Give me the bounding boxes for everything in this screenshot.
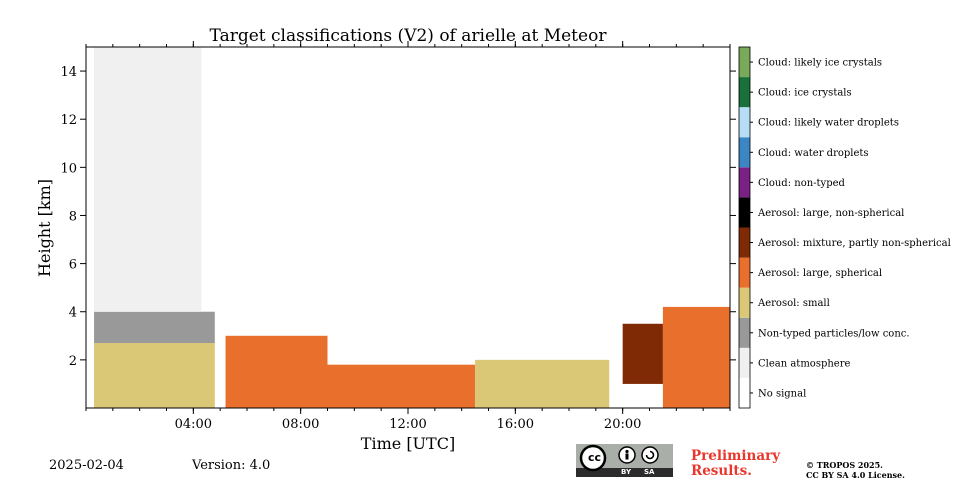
- classification-region: [475, 359, 610, 408]
- y-tick-label: 10: [60, 161, 77, 176]
- legend-label: Cloud: ice crystals: [758, 88, 852, 99]
- classification-region: [327, 364, 476, 408]
- version-label: Version: 4.0: [192, 458, 271, 473]
- legend-label: Aerosol: large, spherical: [757, 268, 882, 279]
- legend-label: Cloud: likely water droplets: [758, 118, 899, 129]
- legend-swatch: [739, 47, 750, 78]
- legend-swatch: [739, 347, 750, 378]
- copyright-notice: © TROPOS 2025. CC BY SA 4.0 License.: [806, 460, 905, 480]
- y-tick-label: 4: [69, 306, 77, 321]
- cc-badge-strip: [576, 468, 673, 477]
- cc-license-badge[interactable]: cc BY SA: [576, 444, 673, 477]
- cc-badge-icons: [579, 444, 659, 472]
- preliminary-line-1: Preliminary: [691, 448, 781, 464]
- x-tick-label: 16:00: [497, 417, 534, 432]
- y-axis-label: Height [km]: [35, 179, 54, 277]
- classification-region: [662, 306, 730, 408]
- legend-label: No signal: [758, 388, 806, 399]
- preliminary-line-2: Results.: [691, 463, 752, 479]
- legend-swatch: [739, 107, 750, 138]
- sa-arrow-icon: [645, 450, 655, 460]
- legend-swatch: [739, 167, 750, 198]
- legend-swatch: [739, 197, 750, 228]
- x-tick-label: 08:00: [282, 417, 319, 432]
- copyright-line-2: CC BY SA 4.0 License.: [806, 470, 905, 480]
- classification-region: [94, 47, 202, 312]
- legend-swatch: [739, 377, 750, 408]
- preliminary-notice: Preliminary Results.: [691, 449, 780, 479]
- legend-label: Non-typed particles/low conc.: [758, 328, 910, 339]
- cc-text: cc: [588, 451, 602, 464]
- axes: 04:00 08:00 12:00 16:00 20:00 2 4 6 8 10 12 14: [60, 41, 736, 432]
- legend-label: Aerosol: small: [757, 298, 830, 309]
- classification-region: [94, 311, 215, 344]
- by-person-head-icon: [625, 449, 629, 454]
- legend-label: Aerosol: large, non-spherical: [757, 208, 904, 219]
- sa-sharealike-icon: [641, 446, 659, 464]
- legend-label: Clean atmosphere: [758, 358, 851, 369]
- legend-swatch: [739, 287, 750, 318]
- legend-label: Aerosol: mixture, partly non-spherical: [757, 238, 951, 249]
- legend-swatch: [739, 137, 750, 168]
- by-text: BY: [621, 468, 632, 476]
- classification-region: [622, 323, 663, 384]
- classification-region: [225, 335, 328, 408]
- sa-text: SA: [644, 468, 655, 476]
- classification-region: [94, 343, 215, 408]
- x-axis-label: Time [UTC]: [361, 434, 455, 453]
- y-tick-label: 6: [69, 258, 77, 273]
- x-tick-label: 12:00: [389, 417, 426, 432]
- legend-swatch: [739, 257, 750, 288]
- cc-logo-icon: [579, 444, 607, 472]
- legend-swatch: [739, 317, 750, 348]
- copyright-line-1: © TROPOS 2025.: [806, 460, 883, 470]
- colorbar-legend: No signal Clean atmosphere Non-typed parti…: [738, 46, 951, 409]
- legend-swatch: [739, 77, 750, 108]
- legend-label: Cloud: likely ice crystals: [758, 58, 882, 69]
- x-tick-label: 20:00: [604, 417, 641, 432]
- legend-frame: [738, 46, 751, 409]
- y-tick-label: 12: [60, 113, 77, 128]
- by-person-body-icon: [625, 453, 629, 460]
- legend-label: Cloud: non-typed: [758, 178, 846, 189]
- chart-title: Target classifications (V2) of arielle a…: [210, 26, 608, 46]
- x-tick-label: 04:00: [175, 417, 212, 432]
- date-label: 2025-02-04: [49, 458, 124, 473]
- y-tick-label: 14: [60, 65, 77, 80]
- y-tick-label: 2: [69, 354, 77, 369]
- legend-label: Cloud: water droplets: [758, 148, 869, 159]
- classification-plot: [94, 47, 730, 408]
- legend-swatch: [739, 227, 750, 258]
- y-tick-label: 8: [69, 209, 77, 224]
